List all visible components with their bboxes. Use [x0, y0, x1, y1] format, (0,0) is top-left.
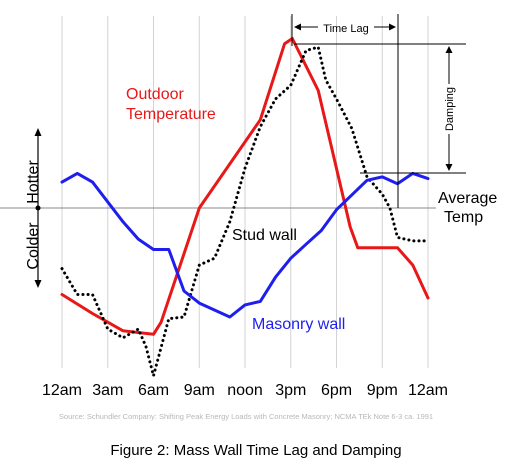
hotter-arrowhead [34, 128, 42, 136]
x-tick-label-3: 9am [184, 382, 215, 399]
time-lag-annotation [291, 14, 399, 208]
figure-caption: Figure 2: Mass Wall Time Lag and Damping [110, 442, 401, 459]
series-line-outdoor-temperature [60, 37, 430, 336]
grid [61, 16, 429, 368]
x-tick-label-2: 6am [138, 382, 169, 399]
x-tick-label-4: noon [227, 382, 263, 399]
x-tick-label-7: 9pm [367, 382, 398, 399]
masonry-wall-label: Masonry wall [252, 316, 345, 333]
damping-label: Damping [444, 87, 456, 131]
colder-label: Colder [25, 222, 42, 270]
time-lag-label: Time Lag [323, 23, 368, 35]
damping-annotation [294, 43, 466, 174]
series [60, 37, 430, 378]
origin-dot [35, 205, 41, 211]
x-tick-label-1: 3am [92, 382, 123, 399]
average-temp-label: Average Temp [438, 190, 502, 226]
stud-wall-label: Stud wall [232, 227, 297, 244]
outdoor-temperature-label: Outdoor Temperature [126, 86, 216, 123]
colder-arrowhead [34, 280, 42, 288]
series-line-masonry-wall [60, 171, 430, 319]
x-tick-label-0: 12am [42, 382, 82, 399]
y-axis-indicator: Hotter Colder [25, 128, 42, 288]
source-note: Source: Schundler Company: Shifting Peak… [59, 412, 433, 421]
x-tick-label-6: 6pm [321, 382, 352, 399]
x-tick-label-8: 12am [408, 382, 448, 399]
hotter-label: Hotter [25, 160, 42, 204]
x-tick-label-5: 3pm [275, 382, 306, 399]
x-tick-labels: 12am 3am 6am 9am noon 3pm 6pm 9pm 12am [42, 382, 448, 399]
